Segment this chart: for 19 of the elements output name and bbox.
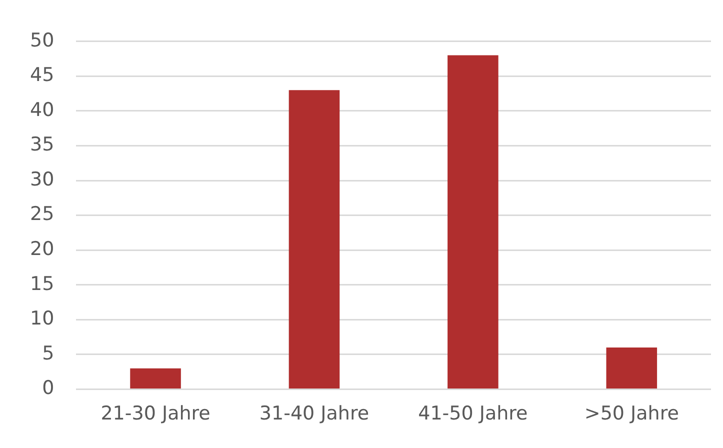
y-tick-label: 15 [30, 272, 54, 295]
y-tick-label: 10 [30, 308, 54, 330]
y-tick-label: 5 [42, 342, 54, 364]
x-tick-label: 41-50 Jahre [418, 402, 528, 425]
bar [130, 368, 181, 388]
y-tick-label: 25 [30, 203, 54, 226]
y-tick-label: 40 [30, 98, 54, 121]
x-tick-label: >50 Jahre [584, 402, 679, 425]
y-tick-label: 45 [30, 64, 54, 86]
bar [288, 90, 340, 388]
y-tick-label: 50 [30, 29, 54, 52]
y-tick-label: 30 [30, 168, 54, 190]
y-tick-label: 35 [30, 134, 54, 156]
bar [606, 347, 658, 388]
y-tick-label: 20 [30, 238, 54, 260]
x-tick-label: 31-40 Jahre [259, 402, 370, 425]
y-tick-label: 0 [42, 377, 54, 400]
bar [448, 55, 498, 388]
x-tick-label: 21-30 Jahre [100, 402, 210, 425]
